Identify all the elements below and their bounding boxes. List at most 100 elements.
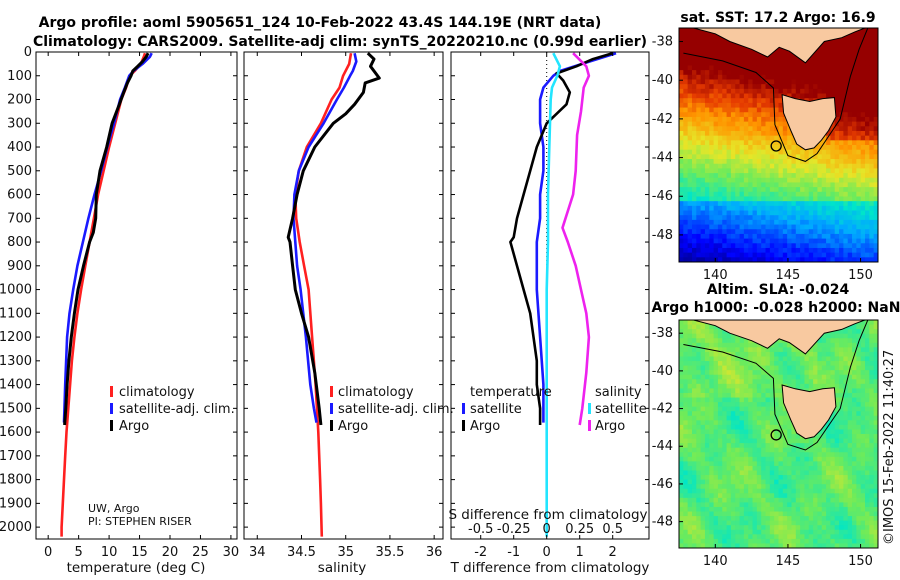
map-cell (730, 88, 736, 95)
map-cell (709, 342, 715, 348)
map-cell (769, 74, 775, 81)
map-cell (869, 434, 875, 440)
map-cell (700, 529, 706, 535)
map-cell (873, 60, 878, 67)
map-cell (709, 168, 715, 174)
map-cell (813, 461, 819, 467)
map-cell (843, 411, 849, 417)
map-cell (804, 361, 810, 367)
map-cell (739, 252, 745, 258)
map-cell (856, 465, 862, 472)
map-cell (839, 411, 844, 417)
map-cell (756, 51, 762, 57)
map-cell (722, 516, 728, 522)
map-cell (743, 177, 749, 184)
map-cell (730, 452, 736, 458)
map-cell (722, 420, 728, 426)
map-cell (691, 74, 697, 81)
map-cell (743, 88, 749, 95)
map-cell (873, 229, 878, 235)
map-cell (691, 402, 697, 408)
map-cell (722, 257, 728, 262)
map-cell (778, 361, 784, 367)
map-cell (795, 543, 801, 548)
map-cell (826, 333, 832, 339)
map-cell (704, 392, 710, 399)
map-cell (683, 452, 689, 458)
map-cell (765, 219, 771, 226)
map-cell (743, 388, 749, 394)
map-cell (830, 154, 836, 160)
map-cell (839, 497, 844, 503)
map-cell (821, 461, 827, 467)
map-cell (860, 383, 866, 389)
map-cell (826, 247, 832, 254)
map-cell (787, 506, 793, 513)
map-cell (739, 438, 745, 444)
map-cell (696, 233, 702, 240)
map-cell (813, 79, 819, 85)
map-cell (756, 411, 762, 417)
map-cell (735, 374, 741, 380)
map-cell (748, 406, 754, 412)
map-cell (717, 479, 723, 485)
map-cell (774, 112, 780, 118)
lon-tick-label: 145 (776, 268, 801, 283)
map-cell (769, 347, 775, 353)
map-cell (821, 465, 827, 472)
map-cell (817, 338, 823, 344)
map-cell (839, 74, 844, 81)
map-cell (735, 452, 741, 458)
map-cell (834, 475, 840, 481)
lon-tick-label: 145 (776, 554, 801, 569)
map-cell (782, 520, 788, 526)
map-cell (696, 434, 702, 440)
map-cell (834, 333, 840, 339)
map-cell (761, 243, 767, 249)
map-cell (839, 388, 844, 394)
map-cell (743, 65, 749, 71)
map-cell (800, 65, 806, 71)
map-cell (813, 511, 819, 517)
map-cell (778, 107, 784, 113)
map-cell (761, 196, 767, 202)
map-cell (873, 470, 878, 476)
map-cell (804, 502, 810, 508)
map-cell (869, 168, 875, 174)
map-cell (683, 88, 689, 95)
map-cell (800, 247, 806, 254)
map-cell (817, 516, 823, 522)
map-cell (860, 238, 866, 244)
map-cell (769, 402, 775, 408)
map-cell (804, 452, 810, 458)
map-cell (709, 525, 715, 531)
map-cell (717, 247, 723, 254)
map-cell (869, 351, 875, 358)
map-cell (709, 324, 715, 330)
map-cell (826, 525, 832, 531)
map-cell (856, 159, 862, 165)
map-cell (765, 452, 771, 458)
map-cell (830, 525, 836, 531)
map-cell (800, 356, 806, 362)
map-cell (787, 135, 793, 141)
map-cell (804, 173, 810, 179)
map-cell (756, 406, 762, 412)
map-cell (739, 79, 745, 85)
map-cell (756, 84, 762, 90)
map-cell (834, 135, 840, 141)
map-cell (735, 79, 741, 85)
map-cell (743, 191, 749, 198)
map-cell (830, 374, 836, 380)
map-cell (709, 182, 715, 188)
map-cell (735, 219, 741, 226)
map-cell (696, 333, 702, 339)
map-cell (795, 238, 801, 244)
legend-salinity-heading: salinity (595, 385, 642, 400)
map-cell (756, 388, 762, 394)
map-cell (852, 392, 857, 399)
map-cell (730, 497, 736, 503)
map-cell (865, 388, 870, 394)
map-cell (683, 434, 689, 440)
map-cell (691, 205, 697, 212)
